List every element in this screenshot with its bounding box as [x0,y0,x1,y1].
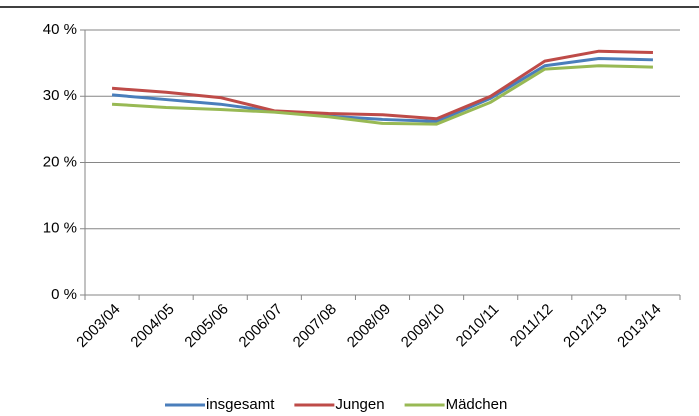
legend-label: insgesamt [206,396,275,413]
x-tick-label: 2008/09 [344,301,394,351]
x-tick-label: 2009/10 [398,301,448,351]
x-tick-label: 2003/04 [73,301,123,351]
legend-label: Jungen [335,396,384,413]
x-tick-label: 2012/13 [560,301,610,351]
x-tick-label: 2006/07 [236,301,286,351]
y-tick-label: 10 % [43,220,77,237]
x-tick-label: 2011/12 [507,301,557,351]
x-tick-label: 2007/08 [290,301,340,351]
y-tick-label: 20 % [43,153,77,170]
x-tick-label: 2010/11 [453,301,503,351]
y-tick-label: 0 % [51,286,77,303]
x-tick-label: 2005/06 [181,301,231,351]
series-line [111,64,653,126]
y-tick-label: 40 % [43,21,77,38]
x-tick-label: 2013/14 [614,301,664,351]
series-line [111,56,653,123]
legend-label: Mädchen [446,396,508,413]
x-tick-label: 2004/05 [127,301,177,351]
y-tick-label: 30 % [43,87,77,104]
series-line [111,49,653,121]
